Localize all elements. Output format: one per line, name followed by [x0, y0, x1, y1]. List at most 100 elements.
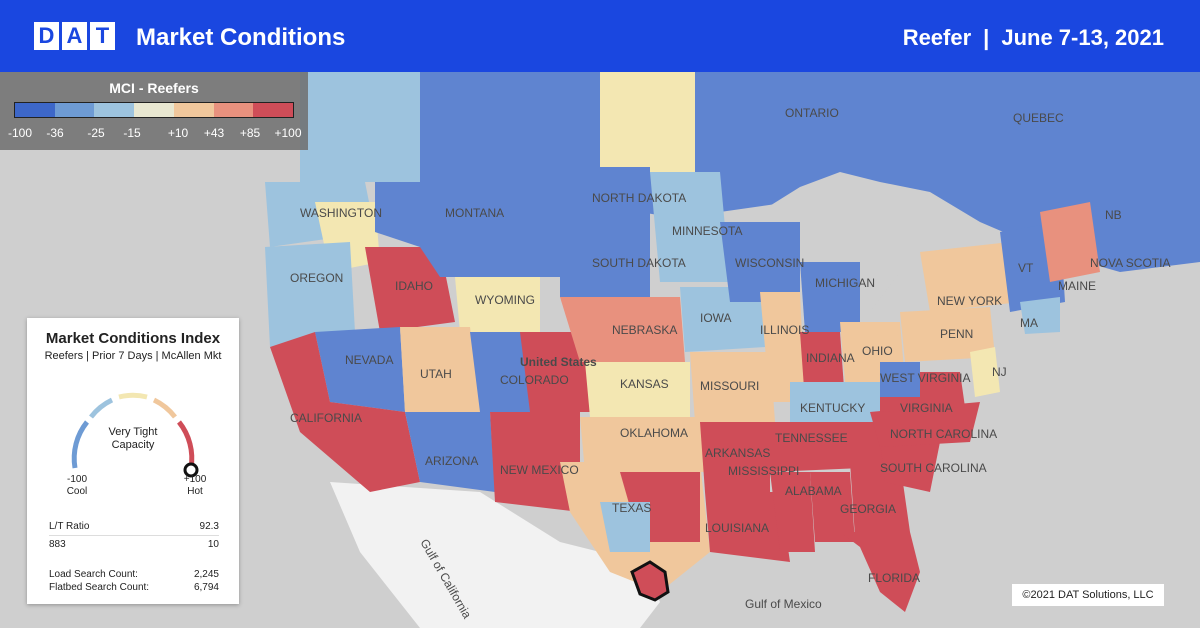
region-california[interactable] — [270, 332, 420, 492]
region-canada-light[interactable] — [300, 72, 420, 182]
region-louisiana[interactable] — [705, 492, 790, 562]
region-montana[interactable] — [375, 182, 560, 277]
label-washington: WASHINGTON — [300, 206, 382, 220]
region-maine[interactable] — [1040, 202, 1100, 282]
page-title: Market Conditions — [136, 24, 346, 51]
loads-value: 883 — [49, 539, 66, 550]
label-united-states: United States — [520, 355, 597, 369]
legend-tick: -25 — [87, 126, 105, 140]
report-scope: Reefer | June 7-13, 2021 — [903, 22, 1164, 54]
region-new-mexico[interactable] — [490, 412, 580, 512]
gauge-arc — [89, 397, 114, 419]
label-north-dakota: NORTH DAKOTA — [592, 191, 686, 205]
label-nova-scotia: NOVA SCOTIA — [1090, 256, 1170, 270]
mci-legend: MCI - Reefers -100 -36 -25 -15 +10 +43 +… — [0, 72, 308, 150]
gauge-indicator — [183, 462, 199, 478]
gauge-max: +100 Hot — [173, 474, 217, 498]
label-california: CALIFORNIA — [290, 411, 362, 425]
region-mississippi[interactable] — [770, 472, 815, 552]
divider — [49, 535, 219, 536]
header-bar: D A T Market Conditions Reefer | June 7-… — [0, 0, 1200, 72]
region-wisconsin[interactable] — [720, 222, 800, 302]
mci-panel: Market Conditions Index Reefers | Prior … — [27, 318, 239, 604]
lt-ratio-row: L/T Ratio 92.3 — [49, 520, 219, 533]
legend-tick: +10 — [167, 126, 189, 140]
label-kansas: KANSAS — [620, 377, 669, 391]
region-arkansas[interactable] — [700, 422, 770, 492]
region-tennessee[interactable] — [770, 422, 885, 472]
region-pennsylvania[interactable] — [900, 307, 995, 362]
region-nj[interactable] — [970, 347, 1000, 397]
region-kentucky[interactable] — [790, 382, 885, 427]
date-range: June 7-13, 2021 — [1001, 25, 1164, 50]
region-florida[interactable] — [840, 532, 920, 612]
region-colorado-east[interactable] — [520, 332, 590, 412]
gauge-arc — [177, 420, 195, 469]
region-mcallen-market[interactable] — [630, 560, 670, 602]
label-alabama: ALABAMA — [785, 484, 842, 498]
region-ma[interactable] — [1020, 297, 1060, 334]
region-north-dakota[interactable] — [560, 167, 650, 232]
region-oklahoma[interactable] — [580, 417, 705, 472]
region-south-carolina[interactable] — [880, 442, 940, 492]
region-canada[interactable] — [300, 72, 1200, 272]
region-idaho[interactable] — [365, 247, 455, 332]
trucks-value: 10 — [207, 539, 219, 550]
gauge-min-label: Cool — [66, 486, 88, 497]
label-tennessee: TENNESSEE — [775, 431, 848, 445]
gauge-min-value: -100 — [66, 474, 87, 485]
region-minnesota[interactable] — [650, 172, 730, 282]
equipment-type: Reefer — [902, 25, 972, 50]
region-kansas[interactable] — [585, 362, 690, 417]
legend-tick: +100 — [274, 126, 302, 140]
label-penn: PENN — [940, 327, 973, 341]
flatbed-search-value: 6,794 — [193, 582, 219, 593]
gulf-of-mexico — [660, 542, 880, 628]
label-georgia: GEORGIA — [840, 502, 896, 516]
label-louisiana: LOUISIANA — [705, 521, 769, 535]
region-oregon[interactable] — [265, 242, 355, 347]
label-nb: NB — [1105, 208, 1122, 222]
region-michigan[interactable] — [800, 262, 860, 332]
region-nevada[interactable] — [315, 327, 405, 412]
region-arizona[interactable] — [405, 412, 495, 492]
region-iowa[interactable] — [680, 287, 765, 352]
lt-ratio-label: L/T Ratio — [49, 521, 90, 532]
label-nj: NJ — [992, 365, 1007, 379]
label-south-dakota: SOUTH DAKOTA — [592, 256, 686, 270]
label-ohio: OHIO — [862, 344, 893, 358]
mci-gauge — [71, 392, 199, 478]
label-mississippi: MISSISSIPPI — [728, 464, 799, 478]
label-vt: VT — [1018, 261, 1034, 275]
label-montana: MONTANA — [445, 206, 504, 220]
label-florida: FLORIDA — [868, 571, 920, 585]
gauge-max-label: Hot — [187, 486, 203, 497]
lt-ratio-block: L/T Ratio 92.3 883 10 — [49, 520, 219, 551]
label-illinois: ILLINOIS — [760, 323, 809, 337]
region-texas-east[interactable] — [600, 502, 650, 552]
region-north-carolina[interactable] — [870, 402, 980, 447]
region-canada-yellow[interactable] — [600, 72, 695, 172]
region-alabama[interactable] — [810, 472, 855, 542]
region-missouri[interactable] — [690, 352, 775, 422]
logo-letter: D — [34, 22, 59, 50]
region-wyoming[interactable] — [455, 277, 540, 332]
region-south-dakota[interactable] — [560, 232, 650, 297]
region-west-virginia[interactable] — [880, 362, 920, 397]
legend-swatch — [173, 103, 214, 117]
region-illinois[interactable] — [760, 292, 805, 402]
region-new-york[interactable] — [920, 242, 1020, 312]
gauge-status-line: Capacity — [111, 439, 155, 451]
legend-swatch — [213, 103, 254, 117]
label-indiana: INDIANA — [806, 351, 855, 365]
label-gulf-of-mexico: Gulf of Mexico — [745, 597, 822, 611]
region-utah[interactable] — [400, 327, 480, 412]
load-search-value: 2,245 — [193, 569, 219, 580]
region-mexico[interactable] — [330, 482, 660, 628]
region-nebraska[interactable] — [560, 297, 685, 362]
label-oklahoma: OKLAHOMA — [620, 426, 688, 440]
label-ma: MA — [1020, 316, 1038, 330]
label-oregon: OREGON — [290, 271, 343, 285]
legend-swatch — [94, 103, 135, 117]
label-utah: UTAH — [420, 367, 452, 381]
